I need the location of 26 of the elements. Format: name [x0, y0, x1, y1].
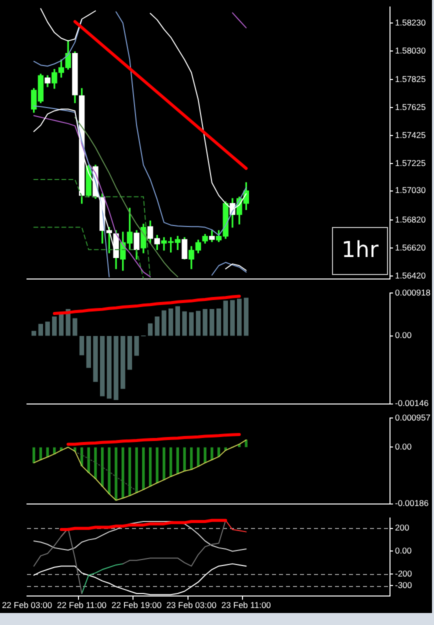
- y-tick-label: 200: [395, 522, 410, 533]
- y-tick-label: 0.000957: [395, 412, 431, 422]
- y-tick-label: -0.00186: [395, 498, 429, 508]
- y-tick-label: 1.56820: [395, 214, 426, 225]
- annotation: 1hr: [332, 226, 388, 275]
- x-tick-label: 22 Feb 19:00: [112, 600, 162, 610]
- y-tick-label: 1.58030: [395, 45, 426, 56]
- y-tick-label: 1.57030: [395, 185, 426, 196]
- y-tick-label: -0.00146: [395, 398, 429, 408]
- y-tick-label: 1.56420: [395, 270, 426, 280]
- x-tick-label: 22 Feb 11:00: [57, 600, 107, 610]
- y-tick-label: 0.00: [395, 330, 412, 340]
- x-tick-label: 23 Feb 03:00: [166, 600, 217, 610]
- x-tick-label: 23 Feb 11:00: [221, 600, 272, 610]
- y-tick-label: -200: [395, 568, 412, 578]
- y-tick-label: 0.000918: [395, 287, 431, 298]
- y-tick-label: 1.57825: [395, 74, 426, 84]
- y-tick-label: 1.58230: [395, 17, 426, 28]
- y-tick-label: 1.57625: [395, 102, 426, 112]
- y-tick-label: -300: [395, 580, 412, 590]
- y-tick-label: 1.57425: [395, 130, 426, 140]
- y-tick-label: 0.00: [395, 546, 412, 556]
- y-tick-label: 0.00: [395, 442, 412, 452]
- y-tick-label: 1.56620: [395, 242, 426, 252]
- x-tick-label: 22 Feb 03:00: [2, 600, 52, 610]
- y-tick-label: 1.57225: [395, 158, 426, 168]
